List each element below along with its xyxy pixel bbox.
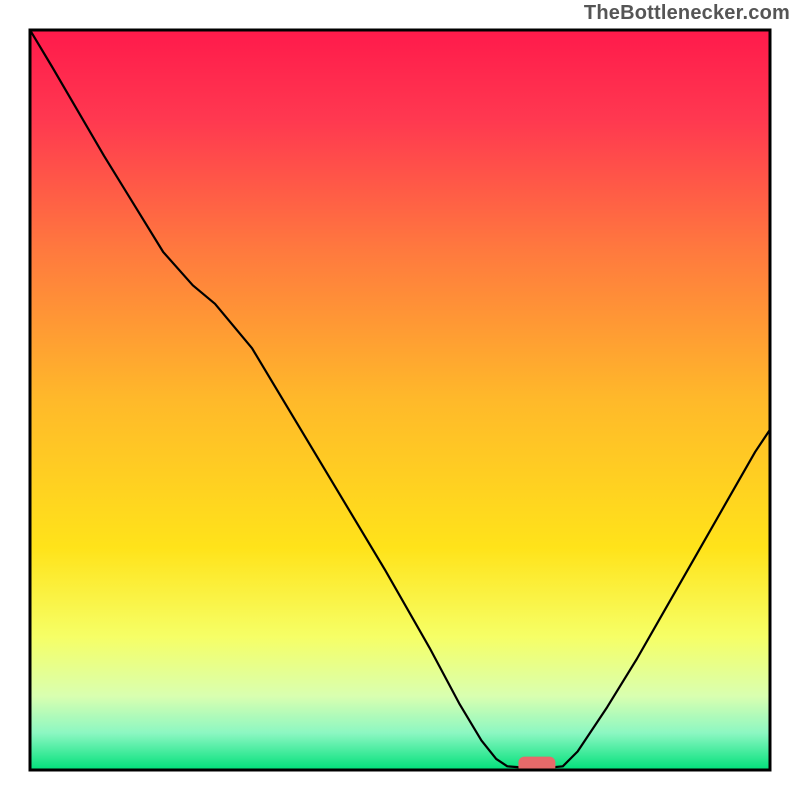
gradient-background <box>30 30 770 770</box>
bottleneck-chart <box>0 0 800 800</box>
chart-root: TheBottlenecker.com <box>0 0 800 800</box>
watermark-label: TheBottlenecker.com <box>584 2 790 25</box>
